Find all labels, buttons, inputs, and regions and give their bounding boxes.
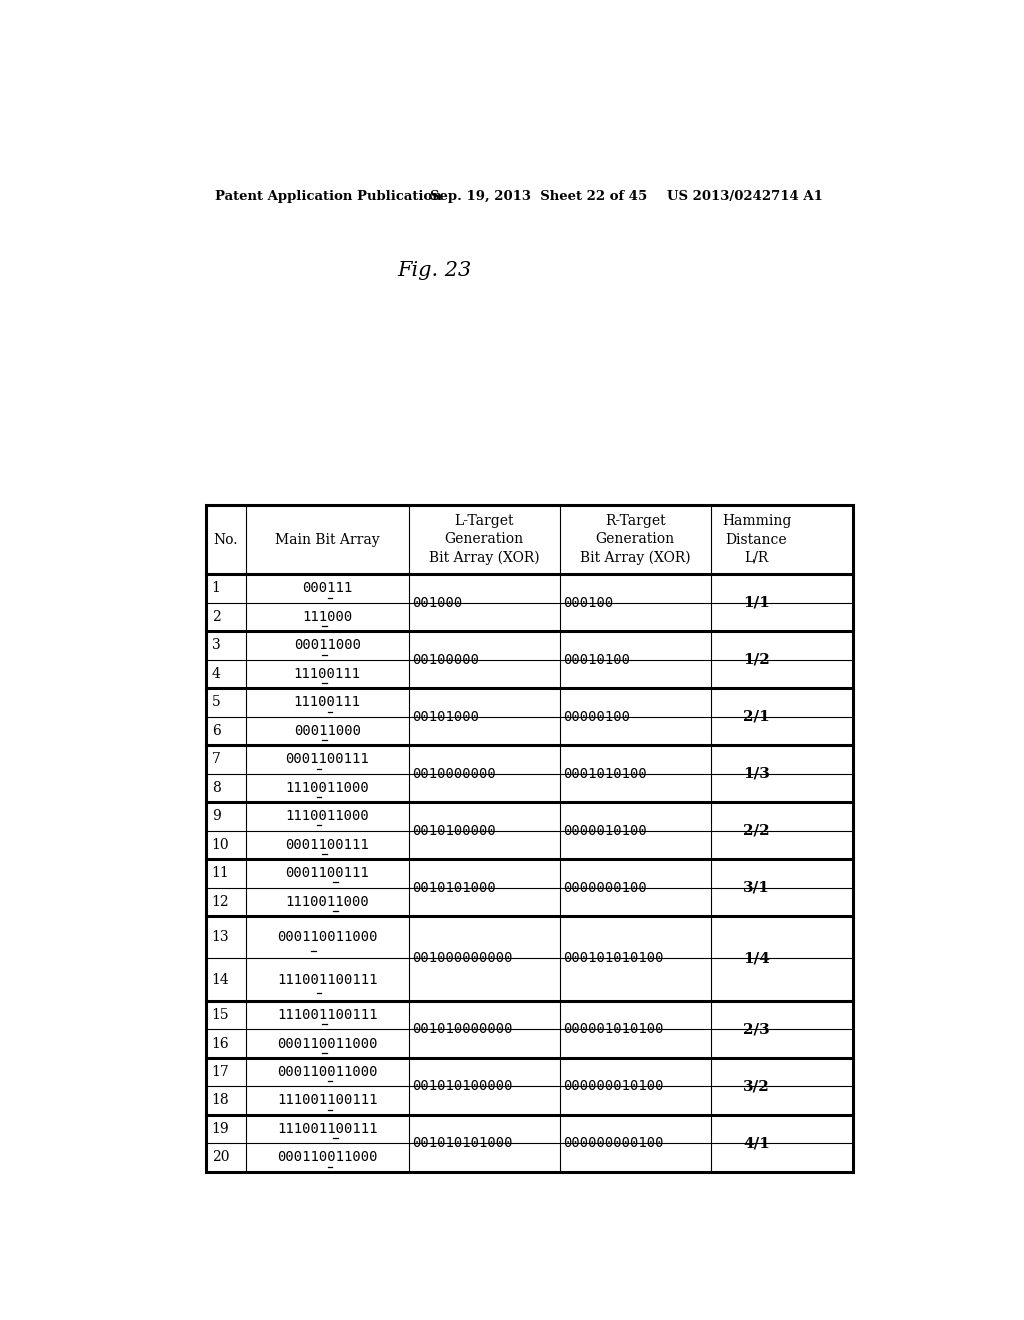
Text: 18: 18	[212, 1093, 229, 1107]
Text: 1/4: 1/4	[743, 952, 770, 965]
Text: No.: No.	[213, 532, 238, 546]
Text: 000000010100: 000000010100	[563, 1080, 664, 1093]
Text: 10: 10	[212, 838, 229, 851]
Text: 1110011000: 1110011000	[286, 781, 369, 795]
Text: 00000100: 00000100	[563, 710, 630, 723]
Text: 4: 4	[212, 667, 220, 681]
Text: 00100000: 00100000	[412, 652, 478, 667]
Text: 111001100111: 111001100111	[276, 1093, 378, 1107]
Text: 000110011000: 000110011000	[276, 1151, 378, 1164]
Text: 0010101000: 0010101000	[412, 880, 496, 895]
Text: 00010100: 00010100	[563, 652, 630, 667]
Text: 111001100111: 111001100111	[276, 1008, 378, 1022]
Text: 5: 5	[212, 696, 220, 709]
Text: 0001100111: 0001100111	[286, 838, 369, 851]
Text: 3/1: 3/1	[743, 880, 770, 895]
Text: 000110011000: 000110011000	[276, 931, 378, 944]
Text: 1: 1	[212, 581, 220, 595]
Text: 1/2: 1/2	[743, 652, 770, 667]
Text: 000100: 000100	[563, 595, 613, 610]
Text: 6: 6	[212, 723, 220, 738]
Text: L-Target
Generation
Bit Array (XOR): L-Target Generation Bit Array (XOR)	[429, 513, 540, 565]
Text: 9: 9	[212, 809, 220, 824]
Text: 1110011000: 1110011000	[286, 895, 369, 909]
Text: Patent Application Publication: Patent Application Publication	[215, 190, 441, 203]
Text: 0001100111: 0001100111	[286, 752, 369, 767]
Text: 19: 19	[212, 1122, 229, 1137]
Text: 1/3: 1/3	[743, 767, 770, 780]
Bar	[206, 506, 853, 1172]
Text: 000110011000: 000110011000	[276, 1065, 378, 1078]
Text: 001010101000: 001010101000	[412, 1137, 512, 1150]
Text: 000110011000: 000110011000	[276, 1036, 378, 1051]
Text: Sep. 19, 2013  Sheet 22 of 45: Sep. 19, 2013 Sheet 22 of 45	[430, 190, 647, 203]
Text: 20: 20	[212, 1151, 229, 1164]
Text: 16: 16	[212, 1036, 229, 1051]
Text: Fig. 23: Fig. 23	[397, 260, 471, 280]
Text: 14: 14	[212, 973, 229, 986]
Text: 8: 8	[212, 781, 220, 795]
Text: 0000010100: 0000010100	[563, 824, 646, 838]
Text: 000000000100: 000000000100	[563, 1137, 664, 1150]
Text: 000111: 000111	[302, 581, 352, 595]
Text: 2/3: 2/3	[743, 1022, 770, 1036]
Text: 111001100111: 111001100111	[276, 1122, 378, 1137]
Text: 00011000: 00011000	[294, 723, 360, 738]
Text: Hamming
Distance
L/R: Hamming Distance L/R	[722, 515, 792, 565]
Text: 3: 3	[212, 639, 220, 652]
Text: 11: 11	[212, 866, 229, 880]
Text: 00011000: 00011000	[294, 639, 360, 652]
Text: R-Target
Generation
Bit Array (XOR): R-Target Generation Bit Array (XOR)	[580, 513, 690, 565]
Text: 0001010100: 0001010100	[563, 767, 646, 780]
Text: 001000: 001000	[412, 595, 462, 610]
Text: 15: 15	[212, 1008, 229, 1022]
Text: 000001010100: 000001010100	[563, 1022, 664, 1036]
Text: 3/2: 3/2	[743, 1080, 770, 1093]
Text: 111001100111: 111001100111	[276, 973, 378, 986]
Text: US 2013/0242714 A1: US 2013/0242714 A1	[667, 190, 822, 203]
Text: 4/1: 4/1	[743, 1137, 770, 1150]
Text: 12: 12	[212, 895, 229, 909]
Text: 0001100111: 0001100111	[286, 866, 369, 880]
Text: 0010100000: 0010100000	[412, 824, 496, 838]
Text: Main Bit Array: Main Bit Array	[274, 532, 380, 546]
Text: 0000000100: 0000000100	[563, 880, 646, 895]
Text: 000101010100: 000101010100	[563, 952, 664, 965]
Text: 2: 2	[212, 610, 220, 624]
Text: 2/1: 2/1	[743, 710, 770, 723]
Text: 11100111: 11100111	[294, 667, 360, 681]
Text: 1/1: 1/1	[743, 595, 770, 610]
Text: 1110011000: 1110011000	[286, 809, 369, 824]
Text: 001000000000: 001000000000	[412, 952, 512, 965]
Text: 2/2: 2/2	[743, 824, 770, 838]
Text: 11100111: 11100111	[294, 696, 360, 709]
Text: 17: 17	[212, 1065, 229, 1078]
Text: 001010000000: 001010000000	[412, 1022, 512, 1036]
Text: 7: 7	[212, 752, 220, 767]
Text: 0010000000: 0010000000	[412, 767, 496, 780]
Text: 001010100000: 001010100000	[412, 1080, 512, 1093]
Text: 00101000: 00101000	[412, 710, 478, 723]
Text: 13: 13	[212, 931, 229, 944]
Text: 111000: 111000	[302, 610, 352, 624]
